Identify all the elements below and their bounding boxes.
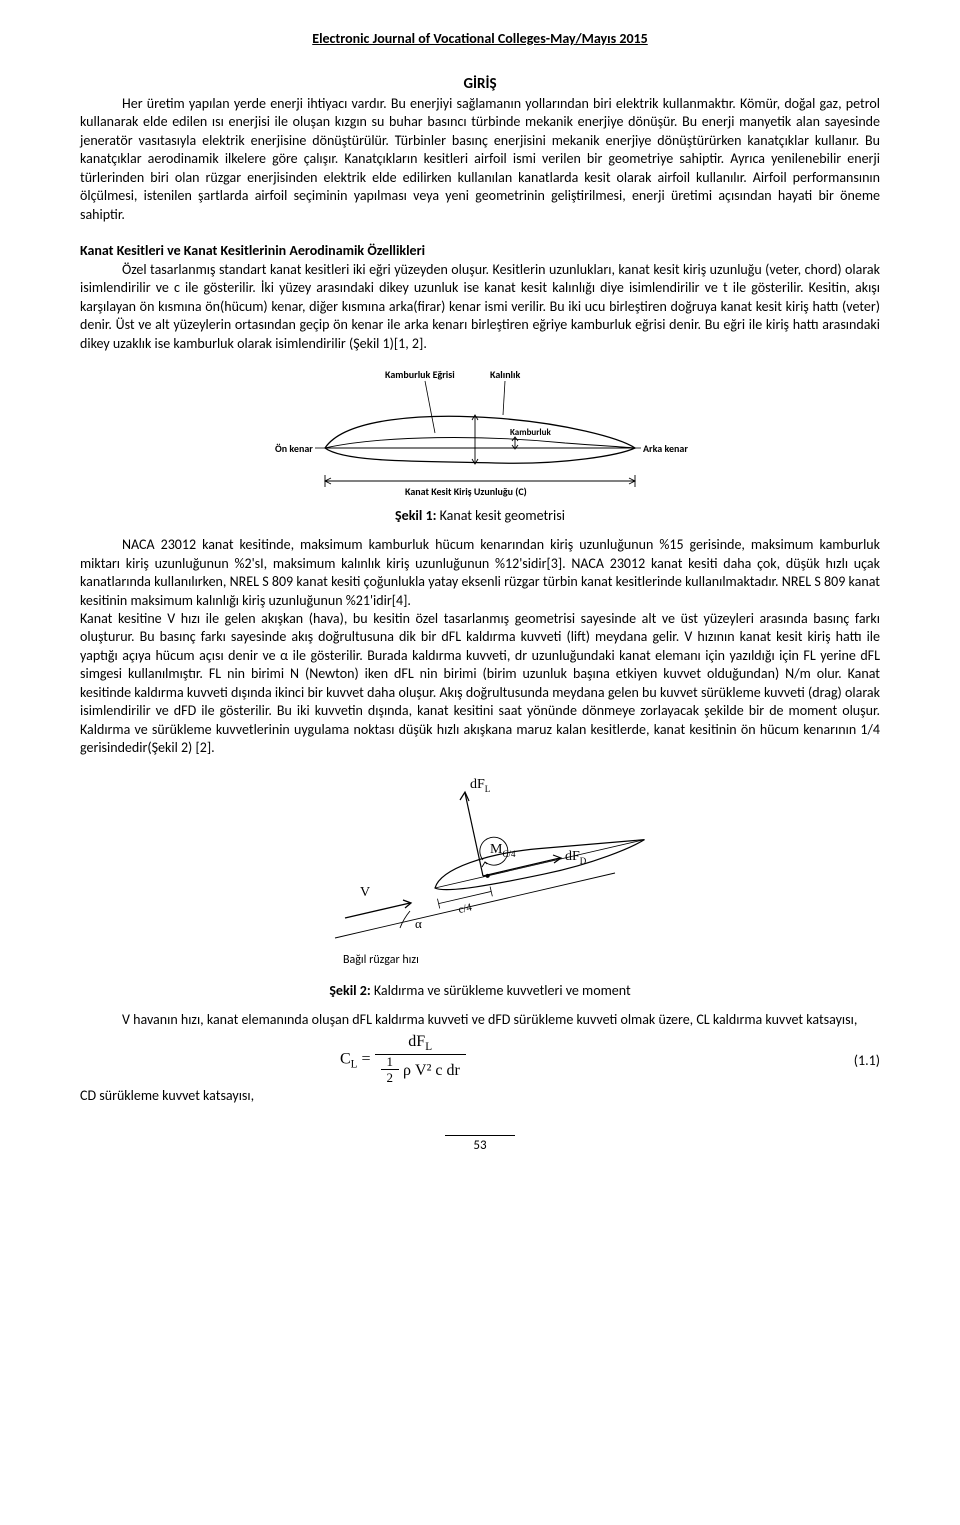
- figure-2-caption-num: Şekil 2:: [329, 982, 370, 999]
- equation-1-number: (1.1): [854, 1052, 880, 1069]
- lift-drag-diagram: V α c/4 MC/4: [315, 768, 645, 978]
- subheading-1: Kanat Kesitleri ve Kanat Kesitlerinin Ae…: [80, 242, 880, 260]
- label-kiris: Kanat Kesit Kiriş Uzunluğu (C): [405, 485, 527, 498]
- label-on-kenar: Ön kenar: [275, 442, 313, 455]
- label-m: MC/4: [490, 842, 516, 859]
- paragraph-6: CD sürükleme kuvvet katsayısı,: [80, 1087, 880, 1105]
- page-number: 53: [445, 1135, 515, 1153]
- label-kalinlik: Kalınlık: [490, 368, 520, 381]
- paragraph-4: Kanat kesitine V hızı ile gelen akışkan …: [80, 610, 880, 758]
- label-alpha: α: [415, 916, 422, 931]
- paragraph-3: NACA 23012 kanat kesitinde, maksimum kam…: [80, 536, 880, 610]
- figure-2-caption: Şekil 2: Kaldırma ve sürükleme kuvvetler…: [80, 982, 880, 999]
- running-head: Electronic Journal of Vocational College…: [80, 30, 880, 47]
- paragraph-5: V havanın hızı, kanat elemanında oluşan …: [80, 1011, 880, 1029]
- section-title: GİRİŞ: [80, 75, 880, 93]
- equation-1: CL = dFL 1 2 ρ V² c dr (1.1): [80, 1033, 880, 1087]
- label-v: V: [360, 885, 370, 900]
- figure-1: Ön kenar Arka kenar Kamburluk Eğrisi Kal…: [80, 363, 880, 524]
- label-kamburluk-egrisi: Kamburluk Eğrisi: [385, 368, 455, 381]
- figure-1-caption-num: Şekil 1:: [395, 507, 436, 524]
- figure-2: V α c/4 MC/4: [80, 768, 880, 999]
- label-bagil: Bağıl rüzgar hızı: [343, 953, 419, 967]
- label-c4: c/4: [457, 901, 473, 916]
- paragraph-2: Özel tasarlanmış standart kanat kesitler…: [80, 261, 880, 353]
- equation-1-body: CL = dFL 1 2 ρ V² c dr: [340, 1033, 466, 1087]
- label-dfl: dFL: [470, 777, 490, 794]
- airfoil-geometry-diagram: Ön kenar Arka kenar Kamburluk Eğrisi Kal…: [265, 363, 695, 503]
- intro-paragraph: Her üretim yapılan yerde enerji ihtiyacı…: [80, 95, 880, 224]
- figure-1-caption: Şekil 1: Kanat kesit geometrisi: [80, 507, 880, 524]
- label-dfd: dFD: [565, 849, 587, 866]
- label-arka-kenar: Arka kenar: [643, 442, 688, 455]
- label-kamburluk: Kamburluk: [510, 427, 551, 438]
- figure-1-caption-text: Kanat kesit geometrisi: [436, 507, 565, 524]
- figure-2-caption-text: Kaldırma ve sürükleme kuvvetleri ve mome…: [371, 982, 631, 999]
